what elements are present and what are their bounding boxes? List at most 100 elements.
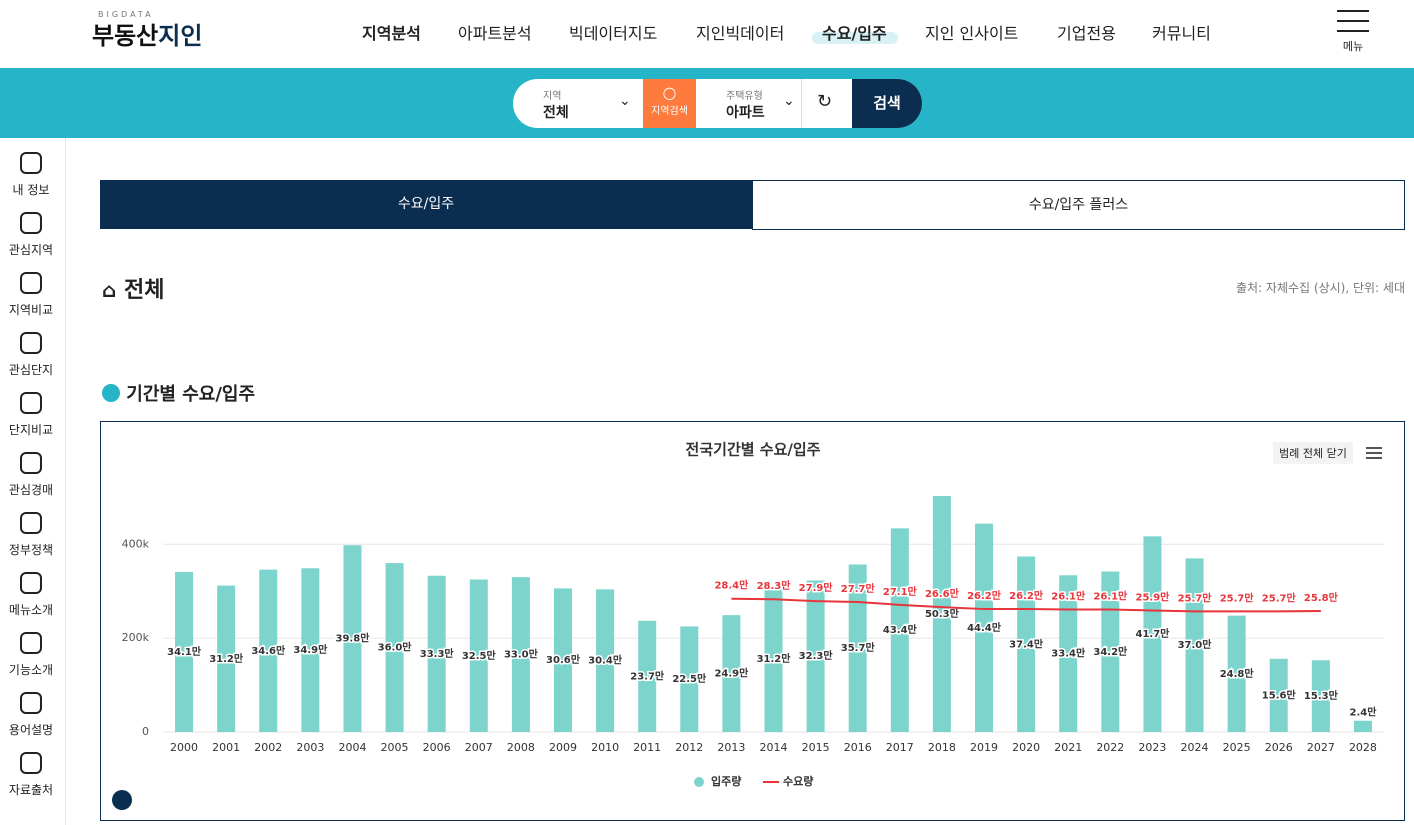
- export-menu[interactable]: [1366, 447, 1382, 459]
- nav-item[interactable]: 지인빅데이터: [696, 24, 785, 43]
- bar: [553, 588, 572, 732]
- sidebar-item[interactable]: 기능소개: [8, 663, 54, 677]
- legend-toggle[interactable]: 범례 전체 닫기: [1279, 447, 1347, 460]
- x-tick-label: 2023: [1138, 741, 1166, 754]
- y-tick-label: 400k: [122, 537, 150, 550]
- y-tick-label: 0: [142, 725, 149, 738]
- bar-value-label: 37.0만: [1178, 638, 1213, 651]
- subsection-title-text: 기간별 수요/입주: [126, 384, 256, 405]
- x-tick-label: 2004: [338, 741, 366, 754]
- line-value-label: 25.7만: [1262, 591, 1297, 604]
- tab[interactable]: 수요/입주 플러스: [752, 180, 1405, 230]
- legend-label: 수요량: [783, 775, 813, 788]
- bar: [1269, 658, 1288, 732]
- bar-value-label: 34.9만: [293, 643, 328, 656]
- bar-value-label: 15.6만: [1262, 688, 1297, 701]
- nav-item[interactable]: 아파트분석: [458, 24, 532, 43]
- logo[interactable]: 부동산지인: [92, 16, 202, 51]
- bar-value-label: 50.3만: [925, 607, 960, 620]
- sidebar-icon: [20, 332, 42, 354]
- line-value-label: 26.2만: [1009, 589, 1044, 602]
- x-tick-label: 2012: [675, 741, 703, 754]
- sidebar-icon: [20, 512, 42, 534]
- nav-highlight: [812, 32, 898, 44]
- nav-item[interactable]: 지인 인사이트: [925, 24, 1019, 43]
- nav-item[interactable]: 수요/입주: [822, 24, 887, 43]
- bar-value-label: 32.3만: [799, 649, 834, 662]
- sidebar-item[interactable]: 지역비교: [8, 303, 54, 317]
- bar-value-label: 33.4만: [1051, 647, 1086, 660]
- line-value-label: 28.3만: [757, 579, 792, 592]
- sidebar-item[interactable]: 관심단지: [8, 363, 54, 377]
- source-note: 출처: 자체수집 (상시), 단위: 세대: [1235, 281, 1405, 295]
- bar-value-label: 36.0만: [378, 641, 413, 654]
- x-tick-label: 2002: [254, 741, 282, 754]
- tab-active[interactable]: 수요/입주: [100, 180, 752, 229]
- logo-accent: 지인: [158, 22, 203, 50]
- type-label: 주택유형: [726, 91, 763, 102]
- bar: [427, 575, 446, 732]
- line-value-label: 26.1만: [1093, 590, 1128, 603]
- x-tick-label: 2018: [928, 741, 956, 754]
- line-value-label: 27.1만: [883, 585, 918, 598]
- logo-main: 부동산: [92, 22, 159, 50]
- region-value[interactable]: 전체: [543, 105, 569, 121]
- x-tick-label: 2008: [507, 741, 535, 754]
- x-tick-label: 2015: [802, 741, 830, 754]
- nav-item[interactable]: 지역분석: [362, 24, 421, 43]
- x-tick-label: 2016: [844, 741, 872, 754]
- bar: [259, 569, 278, 732]
- bar: [638, 620, 657, 732]
- header: BIGDATA 부동산지인 메뉴 지역분석 아파트분석 빅데이터지도 지인빅데이터 수요…: [0, 0, 1414, 68]
- menu-button[interactable]: 메뉴: [1337, 10, 1369, 54]
- bar: [806, 580, 825, 732]
- bar: [385, 563, 404, 732]
- search-bar: 지역 전체 ⌄ ○ 지역검색 주택유형 아파트 ⌄ ↻ 검색: [513, 79, 922, 128]
- sidebar-item[interactable]: 단지비교: [8, 423, 54, 437]
- bar-value-label: 33.3만: [420, 647, 455, 660]
- nav-item[interactable]: 빅데이터지도: [569, 24, 658, 43]
- line-value-label: 26.2만: [967, 589, 1002, 602]
- reset-button[interactable]: ↻: [817, 91, 833, 112]
- nav-item[interactable]: 커뮤니티: [1152, 24, 1211, 43]
- sidebar-item[interactable]: 정부정책: [8, 543, 54, 557]
- line-value-label: 28.4만: [714, 579, 749, 592]
- bar: [343, 545, 362, 732]
- sidebar-item[interactable]: 메뉴소개: [8, 603, 54, 617]
- region-label: 지역: [543, 91, 562, 102]
- bar: [1143, 536, 1162, 732]
- bar: [596, 589, 615, 732]
- nav-item[interactable]: 기업전용: [1057, 24, 1116, 43]
- x-tick-label: 2000: [170, 741, 198, 754]
- bar-value-label: 31.2만: [757, 652, 792, 665]
- region-search-button[interactable]: ○ 지역검색: [643, 79, 696, 128]
- type-value[interactable]: 아파트: [726, 105, 765, 121]
- x-tick-label: 2021: [1054, 741, 1082, 754]
- bar: [1017, 556, 1036, 732]
- subsection-title: 기간별 수요/입주: [102, 380, 255, 406]
- x-tick-label: 2027: [1307, 741, 1335, 754]
- sidebar-item[interactable]: 관심경매: [8, 483, 54, 497]
- bar-value-label: 43.4만: [883, 623, 918, 636]
- sidebar-item[interactable]: 내 정보: [12, 183, 50, 197]
- bar: [1311, 660, 1330, 732]
- section-title: ⌂ 전체: [102, 278, 165, 303]
- chevron: ⌄: [619, 93, 631, 109]
- bar-value-label: 23.7만: [630, 669, 665, 682]
- bar: [301, 568, 320, 732]
- bar: [175, 571, 194, 732]
- bar-value-label: 24.9만: [714, 667, 749, 680]
- bar: [217, 585, 236, 732]
- x-tick-label: 2019: [970, 741, 998, 754]
- sidebar-item[interactable]: 관심지역: [8, 243, 54, 257]
- bar-value-label: 30.6만: [546, 653, 581, 666]
- sidebar-item[interactable]: 자료출처: [8, 783, 54, 797]
- search-button[interactable]: 검색: [852, 79, 922, 128]
- menu-label: 메뉴: [1342, 40, 1364, 53]
- bar: [469, 579, 488, 732]
- sidebar-item[interactable]: 용어설명: [8, 723, 54, 737]
- legend-toggle-bg[interactable]: [1273, 442, 1353, 464]
- line-value-label: 25.7만: [1220, 591, 1255, 604]
- sidebar-icon: [20, 572, 42, 594]
- chart-title: 전국기간별 수요/입주: [686, 441, 821, 459]
